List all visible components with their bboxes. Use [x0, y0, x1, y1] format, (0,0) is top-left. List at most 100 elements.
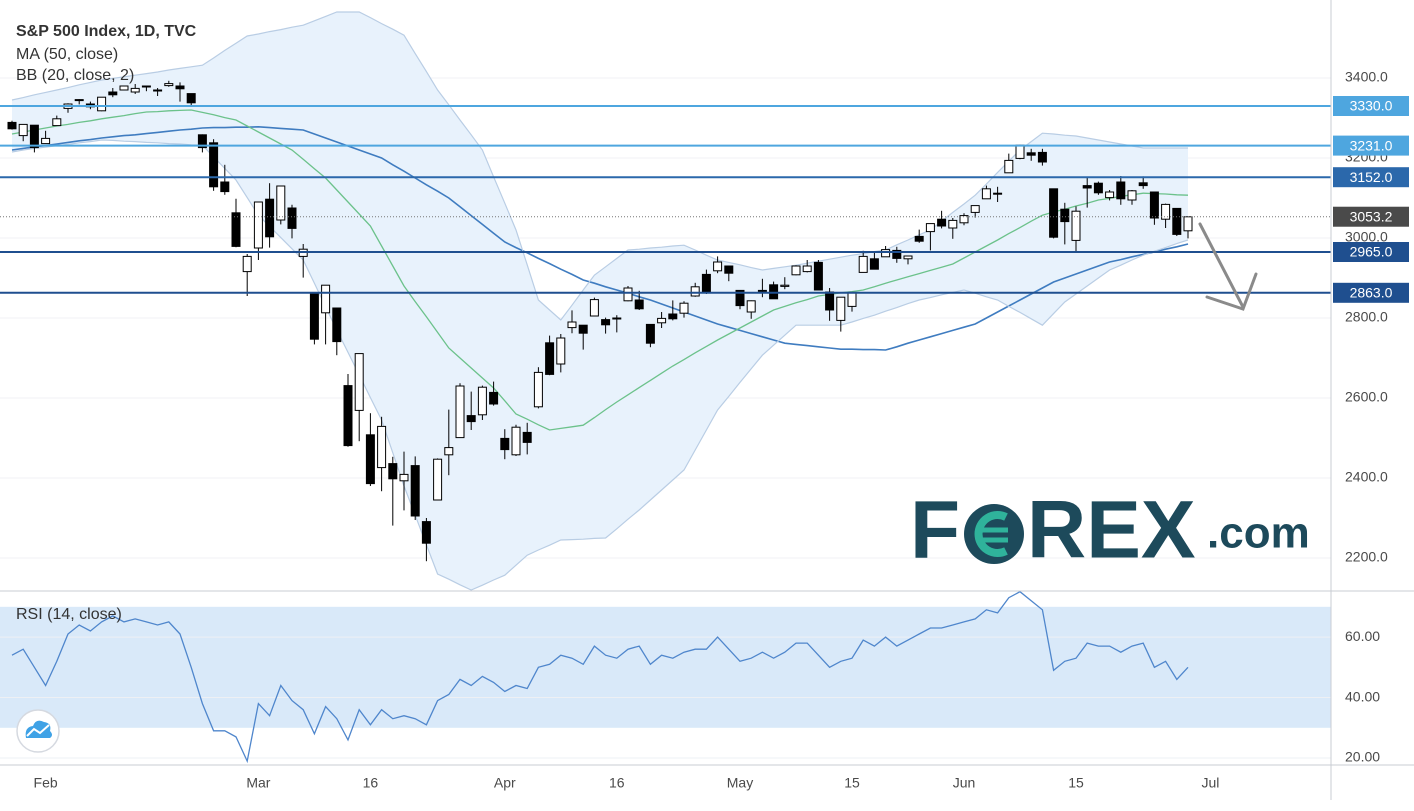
y-tick-label: 3000.0	[1345, 229, 1388, 245]
candle-body	[253, 201, 263, 249]
candle-body	[735, 289, 745, 307]
x-tick-label: 15	[1068, 775, 1084, 791]
x-tick-label: Apr	[494, 775, 516, 791]
candle-body	[1116, 181, 1126, 200]
candle-body	[970, 205, 980, 213]
rsi-band	[0, 606, 1331, 728]
candle-body	[903, 255, 913, 260]
candle-body	[578, 324, 588, 334]
candle-body	[354, 353, 364, 411]
candle-body	[18, 123, 28, 137]
candle-body	[164, 83, 174, 87]
y-tick-label: 20.00	[1345, 749, 1380, 765]
logo-text: .com	[1207, 509, 1310, 558]
candle-body	[309, 292, 319, 340]
candle-body	[29, 124, 39, 149]
candle-body	[455, 385, 465, 439]
candle-body	[41, 137, 51, 145]
logo: F REX .com	[910, 485, 1310, 576]
candle-body	[601, 319, 611, 326]
chart-title: S&P 500 Index, 1D, TVC	[16, 23, 197, 40]
candle-body	[836, 296, 846, 321]
candle-body	[981, 188, 991, 200]
candle-body	[724, 265, 734, 274]
candle-body	[1015, 144, 1025, 159]
candle-body	[1105, 191, 1115, 199]
indicator-label: BB (20, close, 2)	[16, 67, 134, 84]
bb-basis	[11, 109, 1189, 431]
candle-body	[1026, 152, 1036, 156]
x-tick-label: May	[727, 775, 753, 791]
candle-body	[645, 323, 655, 344]
candle-body	[589, 299, 599, 317]
candle-body	[265, 198, 275, 238]
level-layer: 2200.02400.02600.02800.03000.03200.03400…	[0, 69, 1409, 791]
candle-body	[1183, 216, 1193, 232]
y-tick-label: 2400.0	[1345, 469, 1388, 485]
candle-body	[365, 434, 375, 485]
logo-text: F	[910, 485, 960, 576]
indicator-label: MA (50, close)	[16, 46, 118, 63]
candle-body	[209, 142, 219, 188]
candle-body	[153, 89, 163, 92]
candle-body	[1172, 207, 1182, 235]
candle-body	[1093, 182, 1103, 194]
candle-body	[287, 207, 297, 229]
candle-body	[1037, 151, 1047, 163]
y-tick-label: 2600.0	[1345, 389, 1388, 405]
candle-body	[869, 258, 879, 270]
candle-body	[377, 425, 387, 469]
candle-body	[634, 299, 644, 310]
candle-body	[612, 317, 622, 320]
candle-body	[556, 337, 566, 365]
candle-body	[399, 473, 409, 482]
y-tick-label: 2800.0	[1345, 309, 1388, 325]
candle-body	[466, 415, 476, 423]
candle-body	[1127, 190, 1137, 201]
x-tick-label: Jul	[1201, 775, 1219, 791]
y-tick-label: 3400.0	[1345, 69, 1388, 85]
level-tag	[1333, 167, 1409, 188]
candle-body	[220, 181, 230, 193]
candle-body	[545, 342, 555, 375]
candle-body	[657, 317, 667, 324]
level-label: 3231.0	[1350, 137, 1393, 153]
candle-body	[858, 255, 868, 273]
candle-body	[690, 286, 700, 297]
candle-body	[668, 313, 678, 320]
candle-body	[892, 249, 902, 259]
x-tick-label: 16	[363, 775, 379, 791]
level-tag	[1333, 282, 1409, 303]
logo-text: REX	[1027, 485, 1196, 576]
candle-body	[813, 261, 823, 291]
candle-body	[701, 273, 711, 294]
candle-body	[1049, 188, 1059, 238]
candle-body	[567, 321, 577, 329]
candle-body	[914, 235, 924, 242]
candle-body	[343, 385, 353, 447]
level-tag	[1333, 135, 1409, 156]
candle-body	[1082, 185, 1092, 189]
candle-body	[7, 121, 17, 130]
candle-body	[242, 255, 252, 273]
candle-body	[108, 91, 118, 96]
line-layer	[11, 11, 1189, 764]
candle-body	[1149, 191, 1159, 219]
tv-badge	[16, 709, 60, 753]
candle-body	[433, 458, 443, 501]
y-tick-label: 40.00	[1345, 688, 1380, 704]
candle-body	[1071, 210, 1081, 241]
candle-body	[713, 261, 723, 272]
candle-body	[533, 371, 543, 408]
candle-body	[746, 300, 756, 313]
bb-lower	[11, 139, 1189, 591]
projection-arrow	[1198, 222, 1258, 311]
candle-body	[332, 307, 342, 343]
candle-body	[500, 437, 510, 451]
candle-body	[948, 219, 958, 229]
logo-mark	[964, 504, 1024, 564]
candle-body	[421, 521, 431, 544]
candle-body	[1004, 159, 1014, 174]
